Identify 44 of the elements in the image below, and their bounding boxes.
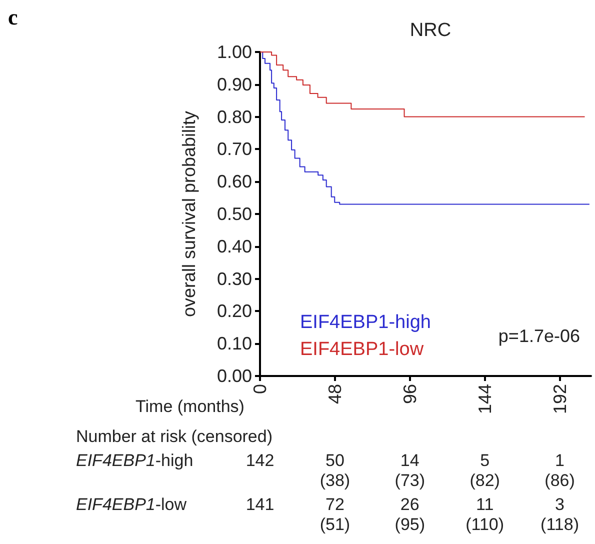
text: EIF4EBP1-high	[300, 312, 431, 333]
text: (38)	[320, 471, 350, 490]
text: (118)	[540, 515, 579, 534]
text: (73)	[394, 471, 426, 490]
annotation: p=1.7e-06	[498, 326, 580, 346]
text: 72	[325, 495, 344, 514]
text: 50	[325, 451, 344, 470]
y-tick-label: 0.00	[216, 366, 252, 386]
text: 14	[400, 451, 420, 470]
y-tick-label: 0.10	[216, 334, 252, 354]
text: (86)	[544, 471, 575, 490]
chart-title: NRC	[410, 20, 452, 41]
x-axis-title: Time (months)	[136, 397, 244, 416]
text: 3	[555, 495, 565, 514]
y-tick-label: 0.70	[216, 139, 252, 160]
x-tick-label: 96	[400, 384, 420, 404]
text: 5	[480, 451, 490, 470]
y-axis-title: overall survival probability	[179, 110, 199, 318]
y-tick-label: 0.40	[216, 236, 252, 256]
text: Number at risk (censored)	[76, 427, 273, 446]
text: (82)	[470, 471, 500, 490]
x-tick-label: 0	[250, 384, 270, 394]
y-tick-label: 0.30	[216, 268, 252, 289]
text: EIF4EBP1-high	[76, 451, 194, 470]
text: 142	[246, 451, 274, 470]
y-tick-label: 0.60	[216, 172, 252, 192]
text: (95)	[394, 515, 426, 534]
text: 26	[400, 495, 420, 514]
y-tick-label: 0.50	[216, 204, 252, 224]
text: 11	[476, 495, 494, 514]
y-tick-label: 0.80	[216, 106, 252, 127]
text: EIF4EBP1-low	[76, 495, 187, 514]
text: 141	[246, 495, 274, 514]
x-tick-label: 144	[474, 384, 495, 414]
y-tick-label: 0.90	[216, 74, 252, 94]
x-tick-label: 48	[324, 384, 345, 404]
text: c	[8, 4, 18, 30]
text: (110)	[466, 515, 504, 534]
text: 1	[555, 451, 565, 470]
y-tick-label: 1.00	[216, 42, 252, 62]
y-tick-label: 0.20	[216, 301, 252, 322]
text: (51)	[320, 515, 350, 534]
text: EIF4EBP1-low	[300, 339, 424, 360]
x-tick-label: 192	[550, 384, 570, 414]
